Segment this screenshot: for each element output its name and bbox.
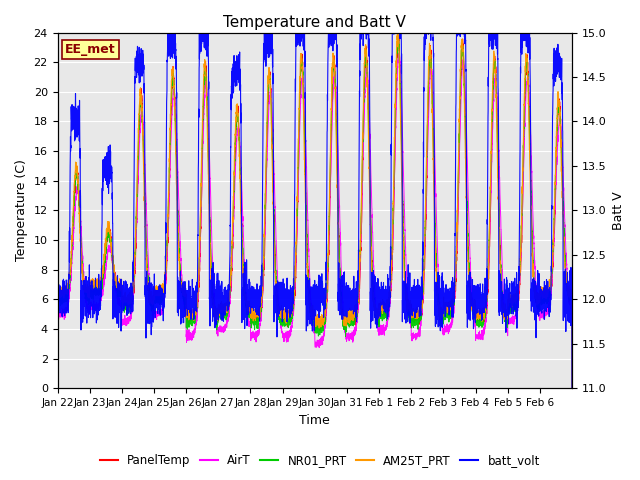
X-axis label: Time: Time (300, 414, 330, 427)
Title: Temperature and Batt V: Temperature and Batt V (223, 15, 406, 30)
Legend: PanelTemp, AirT, NR01_PRT, AM25T_PRT, batt_volt: PanelTemp, AirT, NR01_PRT, AM25T_PRT, ba… (95, 449, 545, 472)
Y-axis label: Batt V: Batt V (612, 191, 625, 230)
Y-axis label: Temperature (C): Temperature (C) (15, 159, 28, 262)
Text: EE_met: EE_met (65, 43, 116, 56)
